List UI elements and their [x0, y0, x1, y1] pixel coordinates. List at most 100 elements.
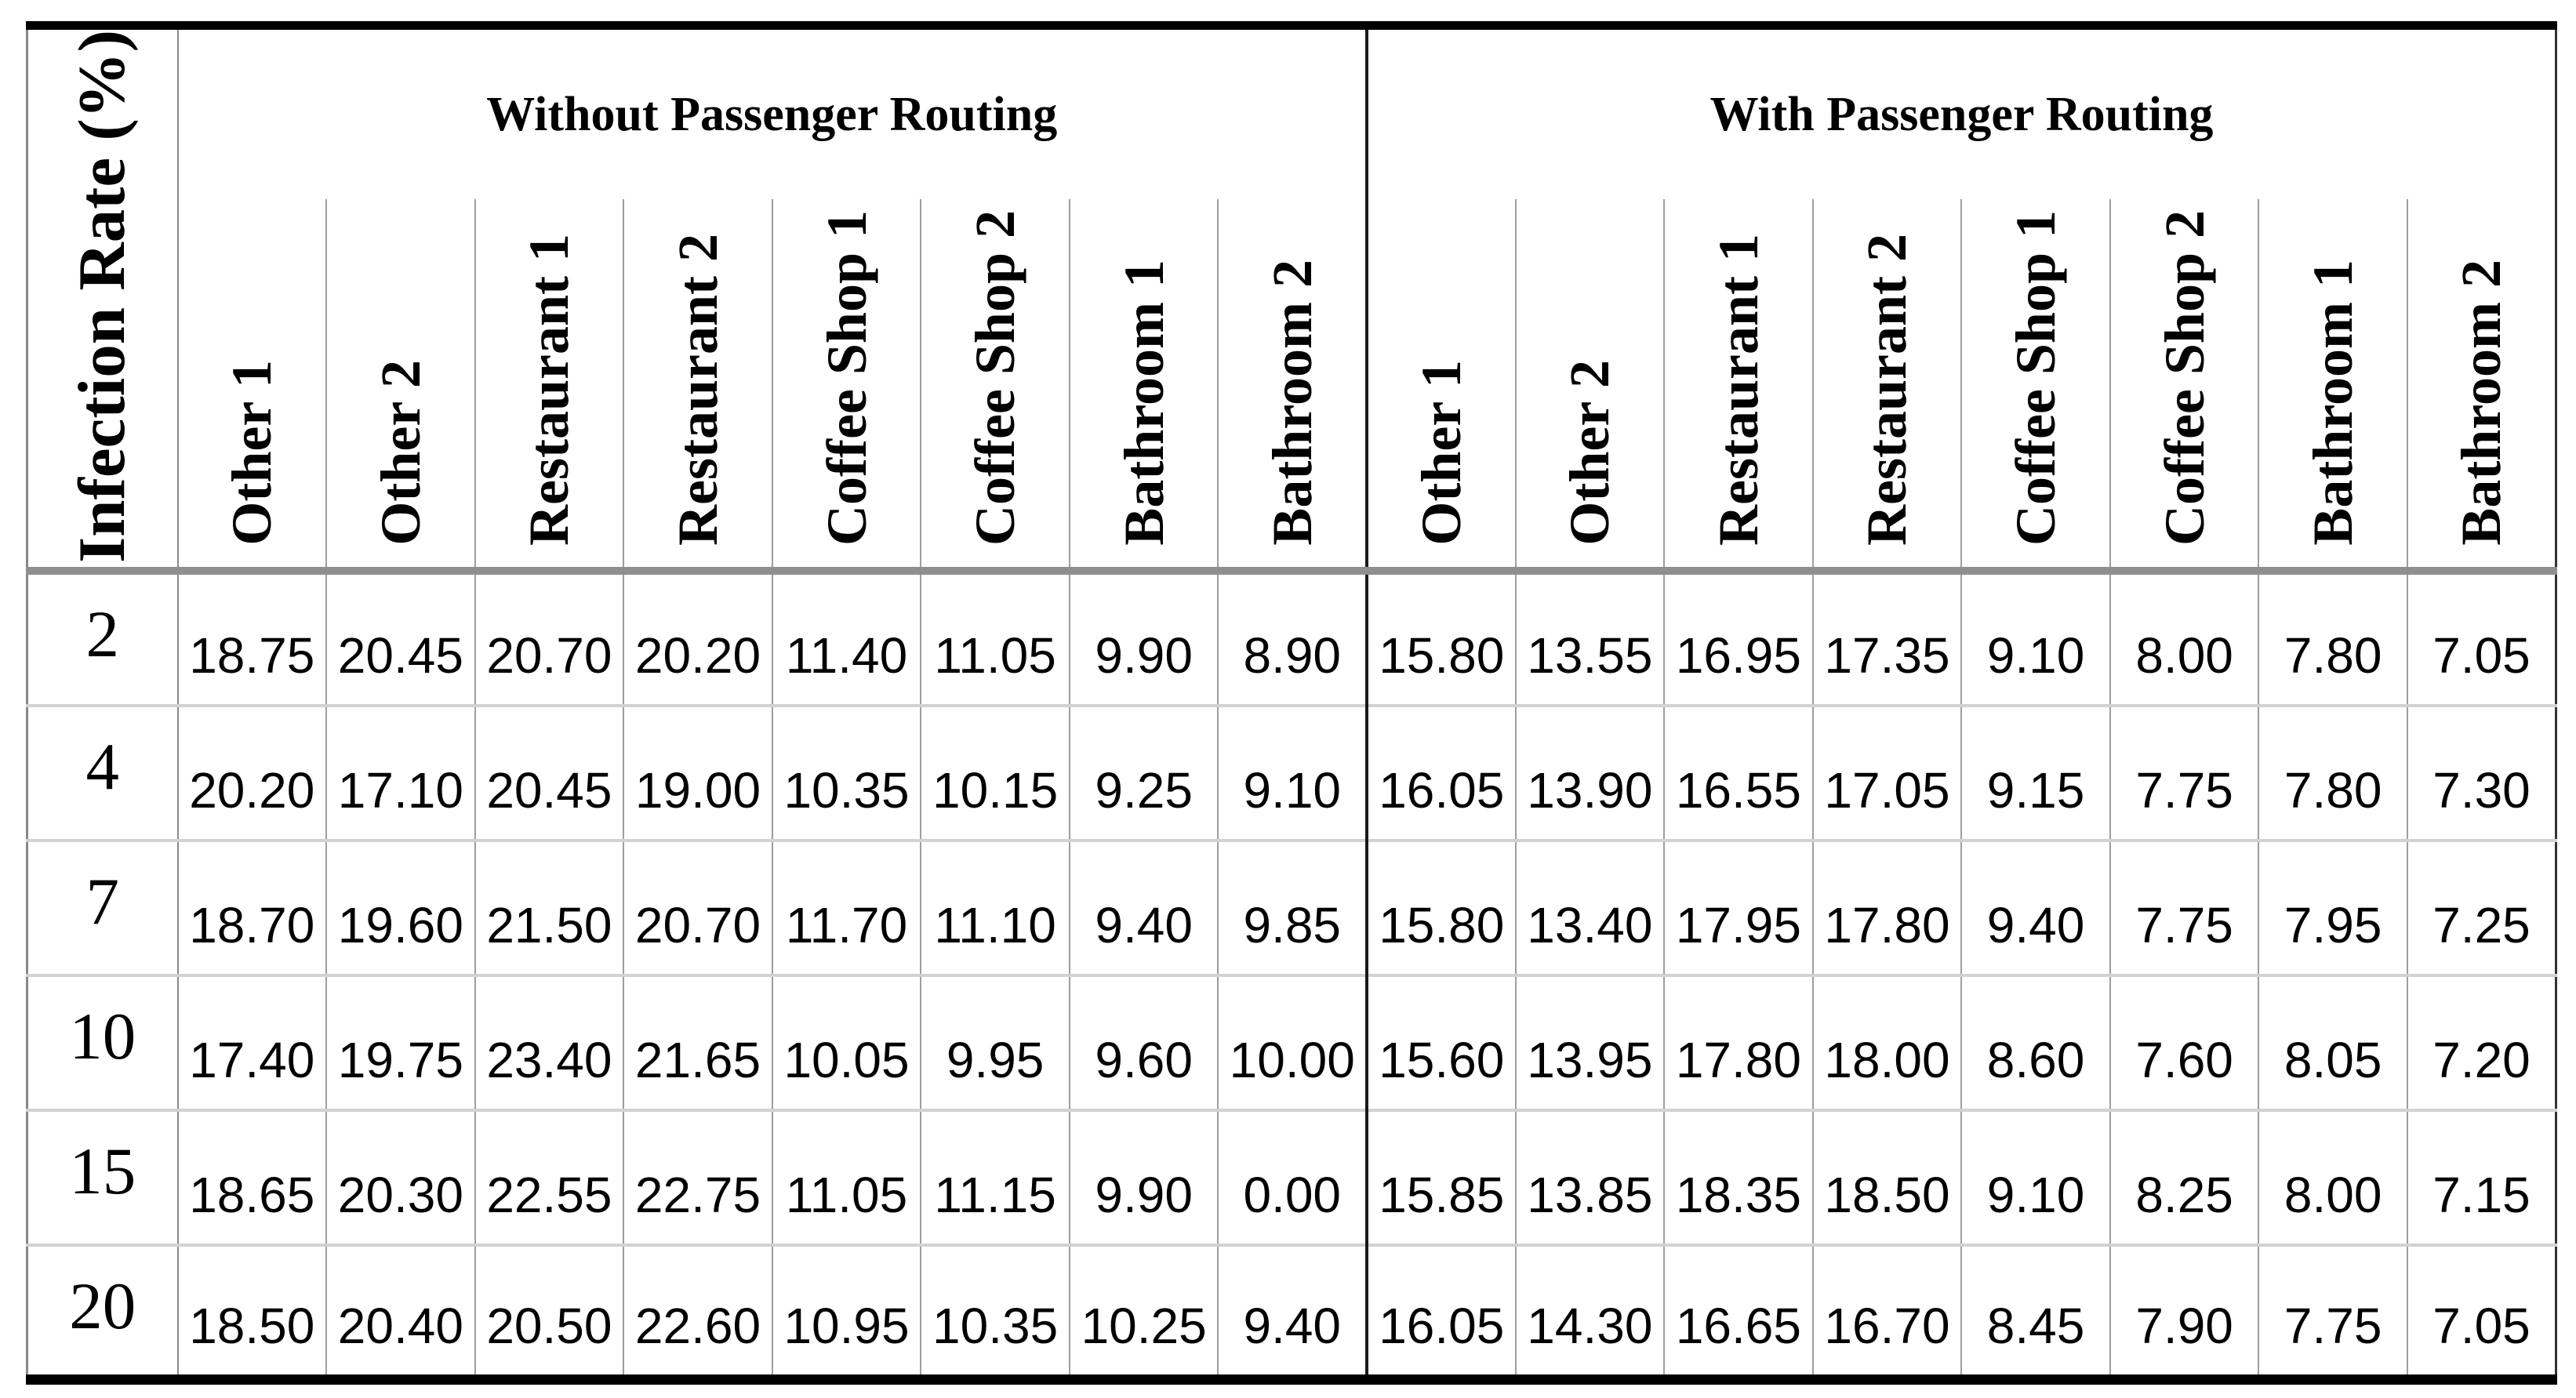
cell-without-other-1-rate-2: 18.75 — [176, 570, 327, 706]
column-header-label: Other 1 — [1410, 360, 1473, 546]
cell-without-bathroom-2-rate-10: 10.00 — [1217, 973, 1367, 1110]
cell-without-other-1-rate-4: 20.20 — [176, 703, 327, 841]
cell-without-restaurant-2-rate-7: 20.70 — [623, 838, 772, 975]
cell-without-bathroom-1-rate-20: 10.25 — [1068, 1243, 1219, 1380]
table-row: 2 18.75 20.45 20.70 20.20 11.40 11.05 9.90 8.90 1… — [27, 570, 2556, 706]
table-row: 7 18.70 19.60 21.50 20.70 11.70 11.10 9.40 9.85 1… — [27, 838, 2556, 975]
cell-with-coffee-shop-2-rate-7: 7.75 — [2109, 838, 2259, 975]
cell-without-other-2-rate-4: 17.10 — [325, 703, 475, 841]
cell-without-other-1-rate-20: 18.50 — [176, 1243, 327, 1380]
column-header-row: Other 1 Other 2 Restaurant 1 Restaurant 2 Co… — [27, 198, 2556, 575]
cell-without-other-1-rate-10: 17.40 — [176, 973, 327, 1110]
row-label-infection-rate-4: 4 — [27, 703, 179, 841]
row-label-infection-rate-2: 2 — [27, 570, 179, 706]
column-header-label: Bathroom 2 — [1260, 260, 1324, 546]
column-header-bathroom-1-without: Bathroom 1 — [1068, 198, 1219, 575]
column-header-label: Restaurant 2 — [666, 233, 729, 546]
cell-without-coffee-shop-2-rate-20: 10.35 — [920, 1243, 1070, 1380]
column-header-bathroom-1-with: Bathroom 1 — [2258, 198, 2407, 575]
cell-without-bathroom-1-rate-2: 9.90 — [1068, 570, 1219, 706]
cell-with-other-1-rate-15: 15.85 — [1365, 1108, 1516, 1245]
table-row: 20 18.50 20.40 20.50 22.60 10.95 10.35 10.25 9.4… — [27, 1243, 2556, 1380]
cell-with-coffee-shop-1-rate-20: 8.45 — [1960, 1243, 2110, 1380]
cell-with-restaurant-2-rate-2: 17.35 — [1811, 570, 1962, 706]
column-header-label: Restaurant 1 — [1706, 233, 1770, 546]
column-header-label: Coffee Shop 2 — [2153, 209, 2216, 546]
cell-without-restaurant-1-rate-15: 22.55 — [474, 1108, 624, 1245]
cell-without-restaurant-1-rate-20: 20.50 — [474, 1243, 624, 1380]
cell-without-coffee-shop-1-rate-20: 10.95 — [771, 1243, 921, 1380]
column-header-label: Coffee Shop 2 — [964, 209, 1027, 546]
cell-without-other-2-rate-2: 20.45 — [325, 570, 475, 706]
group-header-with-routing: With Passenger Routing — [1365, 25, 2556, 199]
column-header-label: Other 2 — [1558, 360, 1622, 546]
row-label-infection-rate-7: 7 — [27, 838, 179, 975]
cell-without-restaurant-2-rate-4: 19.00 — [623, 703, 772, 841]
column-header-label: Other 2 — [369, 360, 432, 546]
cell-without-bathroom-2-rate-2: 8.90 — [1217, 570, 1367, 706]
cell-with-other-2-rate-10: 13.95 — [1514, 973, 1665, 1110]
cell-with-restaurant-1-rate-7: 17.95 — [1663, 838, 1813, 975]
cell-with-bathroom-2-rate-10: 7.20 — [2406, 973, 2556, 1110]
cell-without-bathroom-1-rate-7: 9.40 — [1068, 838, 1219, 975]
group-header-row: Infection Rate (%) Without Passenger Rou… — [27, 25, 2556, 575]
cell-without-bathroom-2-rate-20: 9.40 — [1217, 1243, 1367, 1380]
cell-without-bathroom-2-rate-7: 9.85 — [1217, 838, 1367, 975]
cell-with-other-2-rate-20: 14.30 — [1514, 1243, 1665, 1380]
corner-header-infection-rate: Infection Rate (%) — [27, 25, 179, 575]
cell-without-coffee-shop-2-rate-10: 9.95 — [920, 973, 1070, 1110]
cell-with-restaurant-1-rate-2: 16.95 — [1663, 570, 1813, 706]
cell-with-coffee-shop-2-rate-20: 7.90 — [2109, 1243, 2259, 1380]
cell-without-restaurant-2-rate-15: 22.75 — [623, 1108, 772, 1245]
cell-with-coffee-shop-1-rate-4: 9.15 — [1960, 703, 2110, 841]
cell-with-other-2-rate-7: 13.40 — [1514, 838, 1665, 975]
cell-with-bathroom-2-rate-7: 7.25 — [2406, 838, 2556, 975]
cell-with-coffee-shop-2-rate-2: 8.00 — [2109, 570, 2259, 706]
cell-with-bathroom-1-rate-20: 7.75 — [2258, 1243, 2407, 1380]
cell-with-coffee-shop-2-rate-4: 7.75 — [2109, 703, 2259, 841]
cell-with-other-1-rate-20: 16.05 — [1365, 1243, 1516, 1380]
table-row: 4 20.20 17.10 20.45 19.00 10.35 10.15 9.25 9.10 1… — [27, 703, 2556, 841]
cell-without-coffee-shop-1-rate-10: 10.05 — [771, 973, 921, 1110]
cell-with-coffee-shop-1-rate-10: 8.60 — [1960, 973, 2110, 1110]
cell-with-bathroom-1-rate-2: 7.80 — [2258, 570, 2407, 706]
table-header: Infection Rate (%) Without Passenger Rou… — [27, 25, 2556, 575]
column-header-label: Bathroom 2 — [2450, 260, 2513, 546]
column-header-other-1-with: Other 1 — [1365, 198, 1516, 575]
cell-with-restaurant-2-rate-20: 16.70 — [1811, 1243, 1962, 1380]
cell-without-restaurant-1-rate-10: 23.40 — [474, 973, 624, 1110]
cell-without-bathroom-1-rate-10: 9.60 — [1068, 973, 1219, 1110]
cell-with-bathroom-1-rate-7: 7.95 — [2258, 838, 2407, 975]
cell-without-restaurant-2-rate-20: 22.60 — [623, 1243, 772, 1380]
column-header-coffee-shop-1-with: Coffee Shop 1 — [1960, 198, 2110, 575]
column-header-restaurant-2-without: Restaurant 2 — [623, 198, 772, 575]
cell-with-other-1-rate-2: 15.80 — [1365, 570, 1516, 706]
cell-with-bathroom-1-rate-15: 8.00 — [2258, 1108, 2407, 1245]
cell-with-bathroom-1-rate-10: 8.05 — [2258, 973, 2407, 1110]
cell-with-bathroom-2-rate-20: 7.05 — [2406, 1243, 2556, 1380]
cell-with-bathroom-2-rate-4: 7.30 — [2406, 703, 2556, 841]
column-header-label: Bathroom 1 — [1112, 260, 1175, 546]
cell-without-restaurant-1-rate-4: 20.45 — [474, 703, 624, 841]
cell-without-coffee-shop-1-rate-2: 11.40 — [771, 570, 921, 706]
row-label-infection-rate-20: 20 — [27, 1243, 179, 1380]
cell-with-bathroom-2-rate-2: 7.05 — [2406, 570, 2556, 706]
cell-without-restaurant-2-rate-2: 20.20 — [623, 570, 772, 706]
column-header-bathroom-2-with: Bathroom 2 — [2406, 198, 2556, 575]
results-table: Infection Rate (%) Without Passenger Rou… — [26, 21, 2557, 1385]
cell-without-bathroom-2-rate-4: 9.10 — [1217, 703, 1367, 841]
cell-with-coffee-shop-2-rate-15: 8.25 — [2109, 1108, 2259, 1245]
table-body: 2 18.75 20.45 20.70 20.20 11.40 11.05 9.90 8.90 1… — [27, 570, 2556, 1380]
cell-with-bathroom-2-rate-15: 7.15 — [2406, 1108, 2556, 1245]
column-header-bathroom-2-without: Bathroom 2 — [1217, 198, 1367, 575]
cell-with-other-2-rate-4: 13.90 — [1514, 703, 1665, 841]
column-header-other-2-without: Other 2 — [325, 198, 475, 575]
cell-without-bathroom-1-rate-15: 9.90 — [1068, 1108, 1219, 1245]
cell-without-other-1-rate-15: 18.65 — [176, 1108, 327, 1245]
corner-header-label: Infection Rate (%) — [65, 30, 140, 563]
cell-without-restaurant-2-rate-10: 21.65 — [623, 973, 772, 1110]
cell-without-coffee-shop-2-rate-4: 10.15 — [920, 703, 1070, 841]
column-header-restaurant-1-with: Restaurant 1 — [1663, 198, 1813, 575]
cell-without-coffee-shop-2-rate-2: 11.05 — [920, 570, 1070, 706]
cell-with-restaurant-1-rate-20: 16.65 — [1663, 1243, 1813, 1380]
